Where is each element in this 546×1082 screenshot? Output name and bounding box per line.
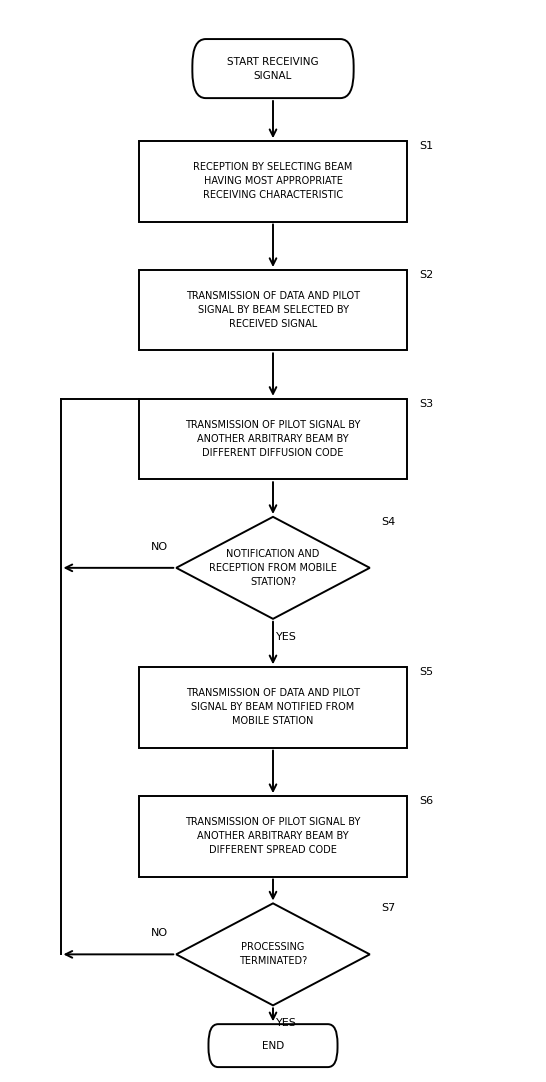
Text: S1: S1 [419, 141, 434, 151]
Text: NO: NO [151, 542, 168, 552]
Text: NO: NO [151, 928, 168, 938]
Text: YES: YES [276, 1018, 297, 1028]
Text: END: END [262, 1041, 284, 1051]
FancyBboxPatch shape [192, 39, 354, 98]
FancyBboxPatch shape [209, 1025, 337, 1067]
Bar [139, 141, 407, 222]
Text: RECEPTION BY SELECTING BEAM
HAVING MOST APPROPRIATE
RECEIVING CHARACTERISTIC: RECEPTION BY SELECTING BEAM HAVING MOST … [193, 162, 353, 200]
Text: TRANSMISSION OF DATA AND PILOT
SIGNAL BY BEAM NOTIFIED FROM
MOBILE STATION: TRANSMISSION OF DATA AND PILOT SIGNAL BY… [186, 688, 360, 726]
Text: NOTIFICATION AND
RECEPTION FROM MOBILE
STATION?: NOTIFICATION AND RECEPTION FROM MOBILE S… [209, 549, 337, 586]
Text: YES: YES [276, 632, 297, 642]
Text: S6: S6 [419, 796, 434, 806]
Text: START RECEIVING
SIGNAL: START RECEIVING SIGNAL [227, 56, 319, 80]
Text: S5: S5 [419, 668, 434, 677]
Text: S4: S4 [382, 517, 396, 527]
Bar [139, 796, 407, 876]
Text: TRANSMISSION OF PILOT SIGNAL BY
ANOTHER ARBITRARY BEAM BY
DIFFERENT DIFFUSION CO: TRANSMISSION OF PILOT SIGNAL BY ANOTHER … [185, 420, 361, 458]
Text: S7: S7 [382, 903, 396, 913]
Text: PROCESSING
TERMINATED?: PROCESSING TERMINATED? [239, 942, 307, 966]
Text: S2: S2 [419, 269, 434, 280]
Bar [139, 668, 407, 748]
Text: TRANSMISSION OF PILOT SIGNAL BY
ANOTHER ARBITRARY BEAM BY
DIFFERENT SPREAD CODE: TRANSMISSION OF PILOT SIGNAL BY ANOTHER … [185, 817, 361, 855]
Bar [139, 269, 407, 351]
Text: S3: S3 [419, 399, 434, 409]
Polygon shape [176, 517, 370, 619]
Text: TRANSMISSION OF DATA AND PILOT
SIGNAL BY BEAM SELECTED BY
RECEIVED SIGNAL: TRANSMISSION OF DATA AND PILOT SIGNAL BY… [186, 291, 360, 329]
Bar [139, 399, 407, 479]
Polygon shape [176, 903, 370, 1005]
